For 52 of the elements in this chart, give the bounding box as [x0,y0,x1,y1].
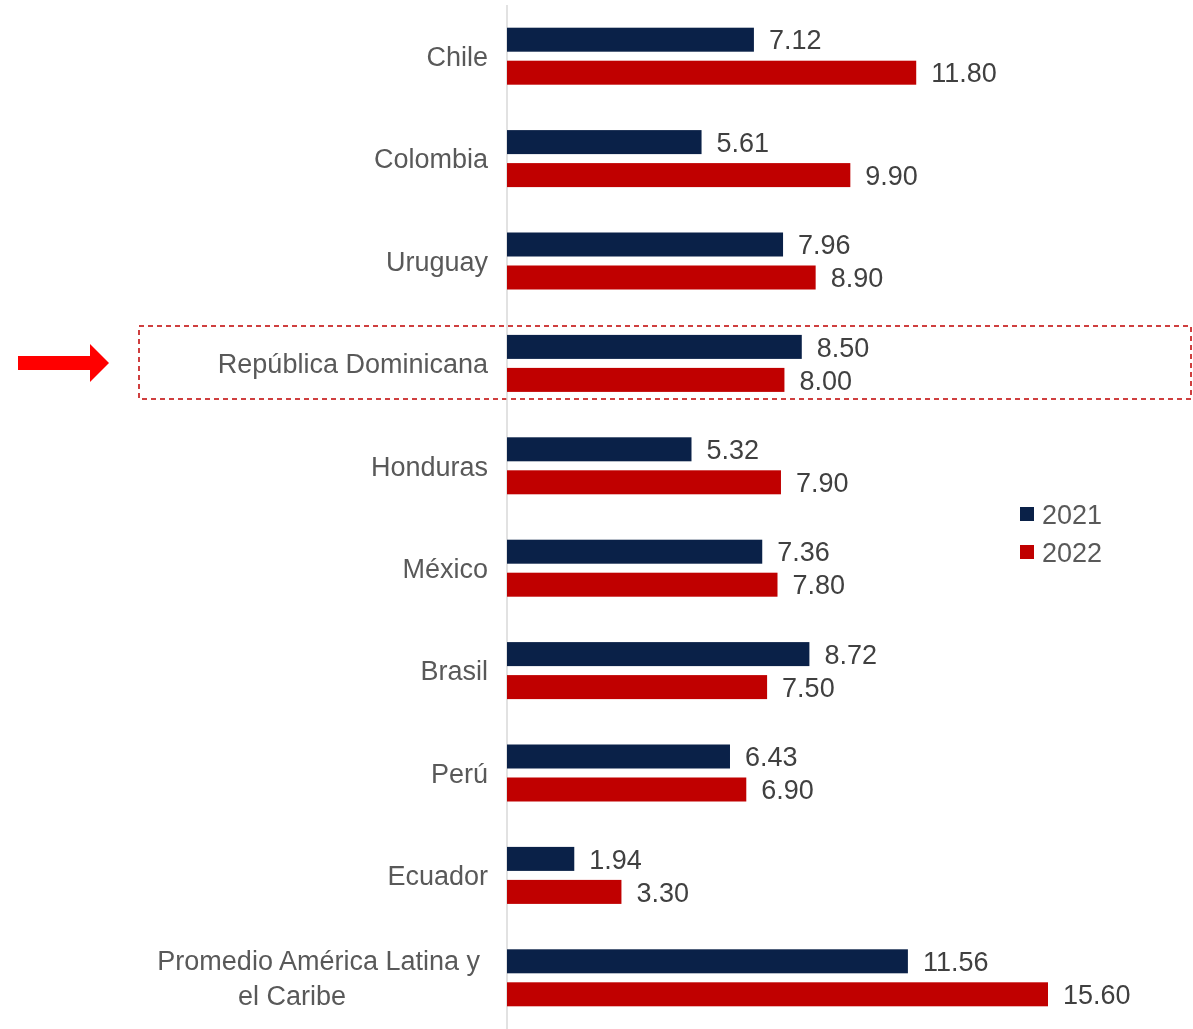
y-tick-label: Chile [426,41,488,72]
y-tick-label: México [402,553,488,584]
data-label: 6.90 [761,775,814,806]
legend-label: 2022 [1042,537,1103,568]
data-label: 8.90 [830,263,884,294]
bar [507,60,917,85]
data-label: 7.50 [782,672,835,703]
y-tick-label: Uruguay [385,246,489,277]
data-label: 7.96 [798,230,851,261]
data-label: 8.00 [799,365,852,396]
data-label: 1.94 [589,844,642,875]
bar [507,163,851,188]
bar [507,470,781,495]
bar [507,982,1048,1007]
bar [507,437,692,462]
bar [507,539,763,564]
bar [507,846,575,871]
y-tick-label: Colombia [373,144,489,175]
bar [507,367,785,392]
bar [507,642,810,667]
bar [507,777,747,802]
y-tick-label: República Dominicana [217,349,489,380]
data-label: 3.30 [636,877,689,908]
bar [507,572,778,597]
bar [507,949,908,974]
data-label: 8.72 [824,639,877,670]
bar [507,744,730,769]
bar [507,334,802,359]
bar [507,232,784,257]
data-label: 11.80 [931,58,997,89]
data-label: 8.50 [816,332,870,363]
data-label: 11.56 [922,947,989,978]
y-tick-label: Brasil [420,656,488,687]
data-label: 6.43 [744,742,798,773]
data-label: 9.90 [865,160,918,191]
y-tick-label: Perú [430,758,488,789]
legend-label: 2021 [1042,499,1103,530]
y-tick-label: Ecuador [387,861,488,892]
bar [507,675,768,700]
data-label: 7.90 [795,468,849,499]
data-label: 7.80 [792,570,846,601]
data-label: 5.61 [716,127,770,158]
bar [507,130,702,155]
data-label: 5.32 [706,435,760,466]
y-tick-label: Honduras [370,451,488,482]
bar [507,27,754,52]
data-label: 15.60 [1063,980,1131,1011]
y-tick-label: Promedio América Latina y el Caribe [157,946,481,1012]
bar [507,879,622,904]
data-label: 7.12 [768,25,822,56]
data-label: 7.36 [777,537,830,568]
bar [507,265,816,290]
